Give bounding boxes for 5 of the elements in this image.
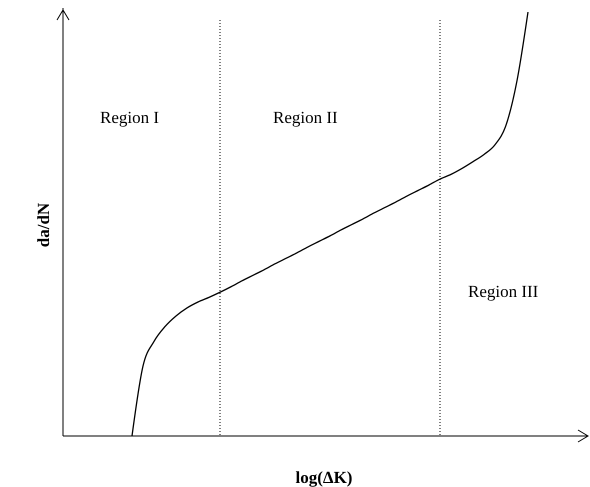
x-axis-title: log(ΔK) bbox=[296, 468, 352, 487]
annotation: Region I bbox=[100, 108, 160, 128]
annotation: Region III bbox=[468, 282, 538, 302]
y-axis-title: da/dN bbox=[33, 202, 54, 250]
annotation: Region II bbox=[273, 108, 338, 128]
